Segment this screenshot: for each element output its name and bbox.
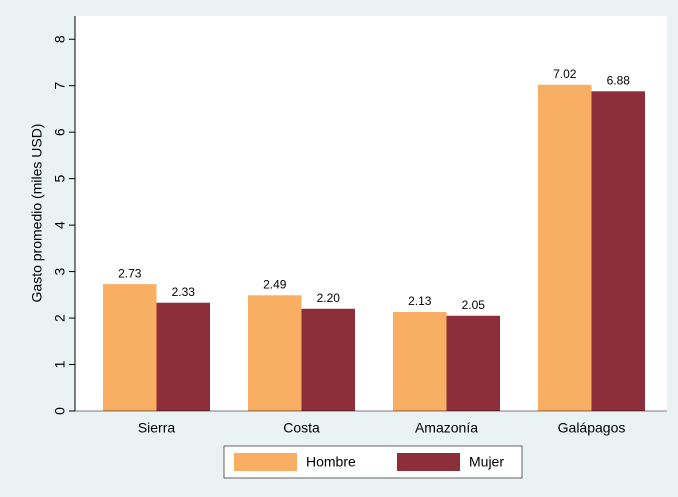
bar	[393, 312, 447, 411]
value-label: 2.73	[118, 266, 142, 280]
bar	[591, 91, 645, 412]
value-label: 7.02	[553, 67, 577, 81]
value-label: 6.88	[607, 73, 631, 87]
y-tick-label: 3	[52, 267, 68, 275]
value-label: 2.05	[462, 298, 486, 312]
x-tick-label: Amazonía	[415, 420, 478, 436]
bar	[301, 308, 355, 411]
y-tick-label: 5	[52, 175, 68, 183]
legend-swatch	[234, 453, 297, 471]
y-tick-label: 4	[52, 221, 68, 229]
bar	[248, 295, 302, 411]
y-tick-label: 7	[52, 82, 68, 90]
y-tick-label: 6	[52, 128, 68, 136]
bar	[538, 84, 592, 411]
y-tick-label: 8	[52, 35, 68, 43]
value-label: 2.33	[172, 285, 196, 299]
y-tick-label: 2	[52, 314, 68, 322]
legend-swatch	[397, 453, 460, 471]
y-axis-label: Gasto promedio (miles USD)	[29, 124, 45, 303]
value-label: 2.20	[317, 291, 341, 305]
x-tick-label: Sierra	[138, 420, 176, 436]
bar	[103, 284, 157, 411]
bar	[446, 315, 500, 411]
bar	[156, 302, 210, 411]
y-tick-label: 0	[52, 407, 68, 415]
x-tick-label: Costa	[283, 420, 320, 436]
legend-label: Mujer	[469, 454, 504, 470]
x-tick-label: Galápagos	[558, 420, 626, 436]
legend	[223, 445, 523, 479]
legend-label: Hombre	[306, 454, 356, 470]
value-label: 2.49	[263, 277, 287, 291]
y-tick-label: 1	[52, 360, 68, 368]
value-label: 2.13	[408, 294, 432, 308]
